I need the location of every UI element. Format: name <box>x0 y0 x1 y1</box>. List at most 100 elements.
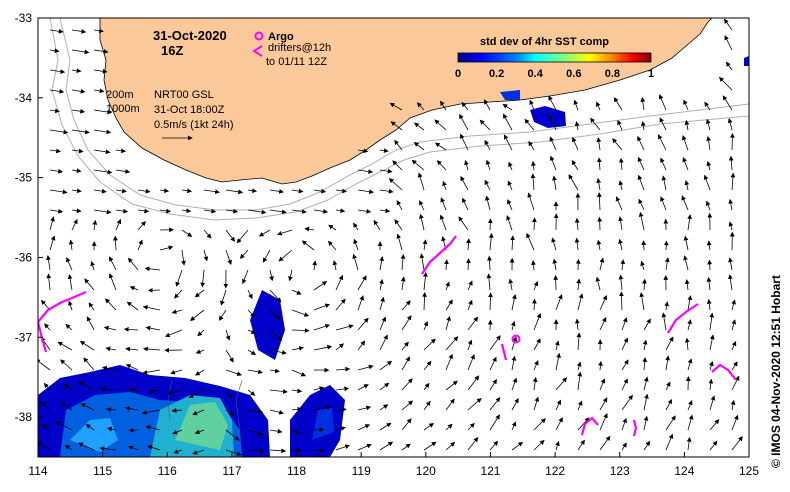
current-arrow <box>660 196 667 211</box>
current-arrow <box>49 208 64 214</box>
current-arrow <box>507 180 513 191</box>
current-arrow <box>71 208 82 214</box>
current-arrow <box>335 208 346 214</box>
current-arrow <box>485 159 491 171</box>
current-arrow <box>60 402 73 411</box>
current-arrow <box>93 149 111 155</box>
current-arrow <box>483 99 491 111</box>
current-arrow <box>621 394 633 411</box>
current-arrow <box>442 180 447 191</box>
current-arrow <box>731 319 737 331</box>
current-arrow <box>220 289 227 306</box>
current-arrow <box>620 259 626 271</box>
current-arrow <box>524 118 535 131</box>
current-arrow <box>489 378 497 391</box>
current-arrow <box>396 233 403 251</box>
current-arrow <box>218 309 227 321</box>
current-arrow <box>621 442 627 451</box>
current-arrow <box>548 95 557 111</box>
current-arrow <box>599 397 608 411</box>
current-arrow <box>467 375 480 391</box>
current-arrow <box>422 292 427 311</box>
current-arrow <box>181 208 192 214</box>
isobath-200m-label: 200m <box>106 89 134 101</box>
current-arrow <box>704 101 711 111</box>
current-arrow <box>392 160 403 171</box>
current-arrow <box>92 219 98 231</box>
current-arrow <box>379 404 389 411</box>
current-arrow <box>445 353 453 371</box>
current-arrow <box>269 409 284 415</box>
current-arrow <box>596 157 602 171</box>
current-arrow <box>687 414 694 431</box>
current-arrow <box>247 188 257 194</box>
current-arrow <box>65 323 73 331</box>
current-arrow <box>239 249 249 259</box>
x-tick-label: 115 <box>93 464 112 478</box>
x-tick-label: 124 <box>674 464 694 478</box>
current-arrow <box>533 338 541 351</box>
current-arrow <box>467 436 479 451</box>
current-arrow <box>459 113 469 131</box>
current-arrow <box>596 239 602 251</box>
current-arrow <box>728 274 733 291</box>
current-arrow <box>335 298 346 311</box>
current-arrow <box>173 449 183 454</box>
current-arrow <box>49 235 56 251</box>
sst-variability-patches <box>38 56 749 457</box>
current-arrow <box>225 449 242 456</box>
current-arrow <box>577 417 590 431</box>
current-arrow <box>618 216 623 231</box>
current-arrow <box>335 366 351 372</box>
current-arrow <box>105 298 117 311</box>
current-arrow <box>467 280 473 291</box>
current-arrow <box>445 423 453 431</box>
current-arrow <box>262 249 271 263</box>
current-arrow <box>93 49 109 54</box>
current-arrow <box>467 299 473 311</box>
current-arrow <box>49 189 68 195</box>
current-arrow <box>511 397 519 411</box>
current-arrow <box>725 61 733 71</box>
current-arrow <box>277 229 293 236</box>
current-arrow <box>642 278 647 291</box>
current-arrow <box>396 200 403 211</box>
current-arrow <box>269 349 287 355</box>
current-arrow <box>503 113 513 131</box>
current-arrow <box>618 274 624 291</box>
current-arrow <box>508 278 514 291</box>
current-arrow <box>379 256 385 271</box>
current-arrow <box>164 329 183 338</box>
current-arrow <box>357 189 374 195</box>
current-arrow <box>357 443 372 451</box>
current-arrow <box>510 235 516 251</box>
current-arrow <box>49 108 60 114</box>
current-arrow <box>181 229 193 237</box>
current-arrow <box>434 119 447 131</box>
current-arrow <box>531 217 537 231</box>
current-arrow <box>388 178 403 191</box>
current-arrow <box>684 337 690 351</box>
current-arrow <box>684 180 690 191</box>
current-arrow <box>549 136 557 151</box>
current-arrow <box>291 309 310 317</box>
current-arrow <box>705 200 711 211</box>
current-arrow <box>590 117 601 131</box>
current-arrow <box>109 256 117 271</box>
current-arrow <box>63 383 73 391</box>
current-arrow <box>683 235 689 251</box>
current-arrow <box>637 174 645 191</box>
current-arrow <box>93 28 104 34</box>
current-arrow <box>661 175 667 191</box>
current-arrow <box>658 94 667 111</box>
current-arrow <box>108 273 117 291</box>
current-arrow <box>467 398 482 411</box>
current-arrow <box>665 415 676 431</box>
current-arrow <box>639 292 645 311</box>
current-arrow <box>440 197 447 211</box>
current-arrow <box>390 121 403 131</box>
current-arrow <box>548 114 557 131</box>
current-arrow <box>93 68 108 74</box>
current-arrow <box>145 325 161 331</box>
